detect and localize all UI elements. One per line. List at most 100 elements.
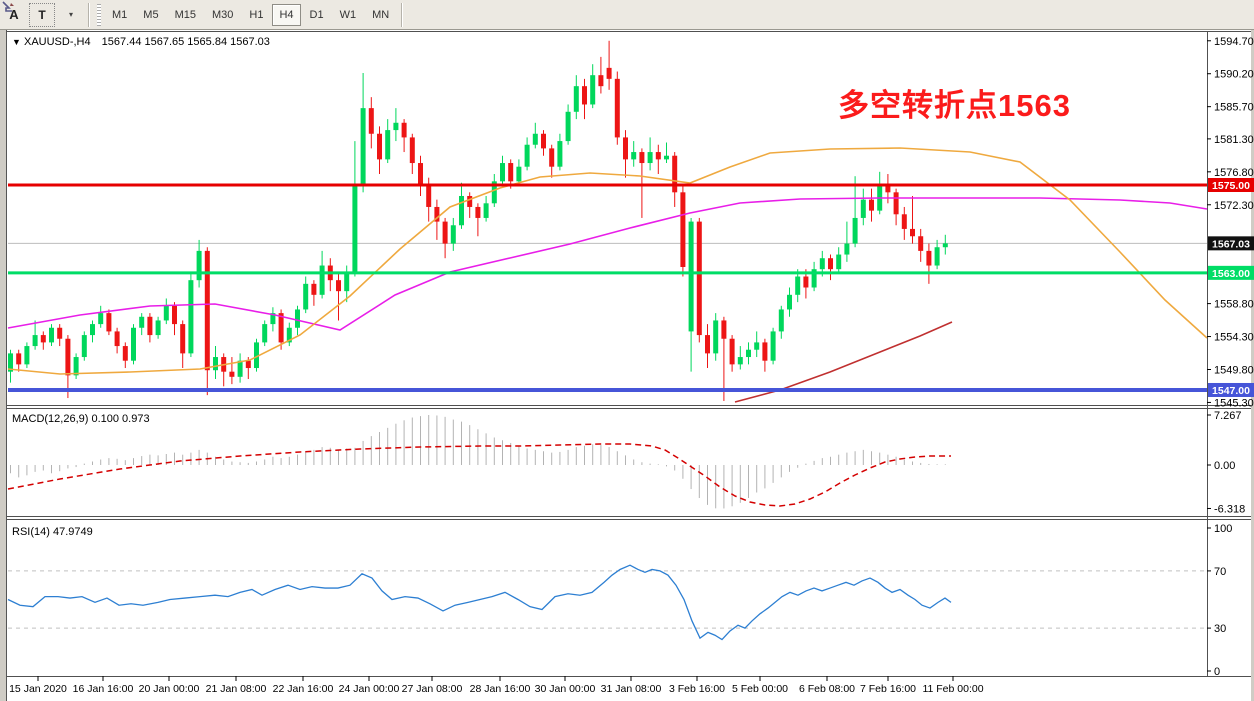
candle-body bbox=[860, 199, 866, 218]
macd-indicator-label: MACD(12,26,9) 0.100 0.973 bbox=[12, 413, 150, 425]
candle-body bbox=[450, 225, 456, 244]
candle-body bbox=[549, 148, 555, 167]
candle-body bbox=[98, 313, 104, 325]
candle-body bbox=[803, 276, 809, 288]
time-axis-label: 28 Jan 16:00 bbox=[470, 683, 531, 695]
macd-axis-label: -6.318 bbox=[1214, 503, 1245, 515]
candle-body bbox=[278, 313, 284, 343]
candle-body bbox=[541, 133, 546, 149]
timeframe-button-d1[interactable]: D1 bbox=[309, 8, 324, 21]
price-badge bbox=[1208, 178, 1254, 192]
time-axis-label: 3 Feb 16:00 bbox=[669, 683, 725, 695]
price-badge bbox=[1208, 265, 1254, 280]
candle-body bbox=[647, 152, 653, 164]
timeframe-button-m1[interactable]: M1 bbox=[112, 8, 128, 21]
candle-body bbox=[24, 346, 30, 365]
candle-body bbox=[295, 309, 300, 328]
candle-body bbox=[483, 203, 489, 218]
candle-body bbox=[8, 353, 13, 372]
macd-signal-line bbox=[7, 443, 951, 507]
time-axis-label: 7 Feb 16:00 bbox=[860, 683, 916, 695]
price-axis-label: 1594.70 bbox=[1214, 36, 1254, 48]
candle-body bbox=[49, 327, 54, 343]
timeframe-button-m30[interactable]: M30 bbox=[211, 8, 234, 21]
price-badge-label: 1575.00 bbox=[1212, 180, 1250, 192]
candle-body bbox=[705, 335, 710, 354]
candle-body bbox=[81, 335, 87, 358]
candle-body bbox=[532, 133, 538, 145]
price-badge-label: 1547.00 bbox=[1212, 385, 1250, 397]
text-label-button[interactable]: A bbox=[9, 7, 19, 22]
price-badge bbox=[1208, 382, 1254, 397]
candle-body bbox=[385, 130, 391, 160]
time-axis-label: 16 Jan 16:00 bbox=[73, 683, 134, 695]
candle-body bbox=[360, 108, 366, 185]
rsi-line bbox=[7, 564, 952, 641]
time-axis-label: 20 Jan 00:00 bbox=[139, 683, 200, 695]
candle-body bbox=[680, 192, 686, 267]
candle-body bbox=[844, 243, 850, 255]
timeframe-button-mn[interactable]: MN bbox=[372, 8, 390, 21]
time-axis-label: 30 Jan 00:00 bbox=[535, 683, 596, 695]
draw-tool-button[interactable]: ▾ bbox=[2, 1, 83, 27]
price-annotation-text: 多空转折点1563 bbox=[838, 88, 1071, 123]
candle-body bbox=[303, 283, 309, 310]
candle-body bbox=[90, 324, 95, 336]
candle-body bbox=[213, 357, 218, 371]
symbol-dropdown-icon[interactable]: ▼ bbox=[12, 37, 21, 47]
candle-body bbox=[614, 78, 620, 138]
candle-body bbox=[795, 276, 801, 295]
candle-body bbox=[286, 327, 292, 343]
time-axis-label: 5 Feb 00:00 bbox=[732, 683, 788, 695]
candle-body bbox=[836, 254, 842, 270]
toolbar-separator bbox=[401, 2, 404, 27]
candle-body bbox=[778, 309, 784, 332]
symbol-label: XAUUSD-,H4 bbox=[23, 36, 91, 48]
price-badge-label: 1567.03 bbox=[1212, 238, 1250, 250]
candle-body bbox=[623, 137, 628, 160]
time-axis-label: 31 Jan 08:00 bbox=[601, 683, 662, 695]
text-object-button[interactable]: T bbox=[29, 2, 55, 27]
time-axis-label: 22 Jan 16:00 bbox=[273, 683, 334, 695]
window-left-border bbox=[0, 30, 7, 701]
candle-body bbox=[139, 316, 145, 328]
candle-body bbox=[688, 221, 694, 332]
timeframe-button-m5[interactable]: M5 bbox=[143, 8, 159, 21]
price-axis-label: 1554.30 bbox=[1214, 332, 1254, 344]
candle-body bbox=[828, 258, 833, 270]
candle-body bbox=[934, 247, 940, 266]
orange-ma bbox=[7, 147, 1208, 375]
candle-body bbox=[491, 181, 497, 204]
candle-body bbox=[188, 280, 194, 354]
ohlc-values: 1567.44 1567.65 1565.84 1567.03 bbox=[101, 36, 270, 48]
time-axis-label: 27 Jan 08:00 bbox=[402, 683, 463, 695]
candle-body bbox=[163, 305, 169, 321]
candle-body bbox=[426, 185, 432, 207]
price-axis-label: 1545.30 bbox=[1214, 397, 1254, 409]
rsi-axis-label: 100 bbox=[1214, 523, 1232, 535]
toolbar-drag-handle[interactable] bbox=[97, 3, 101, 26]
price-axis-label: 1549.80 bbox=[1214, 364, 1254, 376]
candle-body bbox=[746, 349, 751, 358]
time-axis-label: 11 Feb 00:00 bbox=[922, 683, 983, 695]
candle-body bbox=[180, 324, 186, 354]
timeframe-button-h1[interactable]: H1 bbox=[249, 8, 264, 21]
candle-body bbox=[475, 206, 481, 218]
candle-body bbox=[606, 67, 612, 79]
timeframe-button-w1[interactable]: W1 bbox=[339, 8, 357, 21]
candle-body bbox=[270, 313, 276, 325]
candle-body bbox=[729, 338, 735, 365]
candle-body bbox=[819, 258, 825, 270]
window-right-border bbox=[1251, 30, 1254, 701]
candle-body bbox=[368, 108, 374, 134]
candle-body bbox=[401, 122, 407, 138]
timeframe-button-h4[interactable]: H4 bbox=[272, 3, 301, 26]
candle-body bbox=[869, 199, 874, 211]
candle-body bbox=[852, 217, 858, 244]
time-axis-label: 21 Jan 08:00 bbox=[206, 683, 267, 695]
candle-body bbox=[57, 327, 63, 339]
timeframe-button-m15[interactable]: M15 bbox=[174, 8, 196, 21]
candle-body bbox=[237, 360, 243, 377]
candle-body bbox=[262, 324, 268, 343]
